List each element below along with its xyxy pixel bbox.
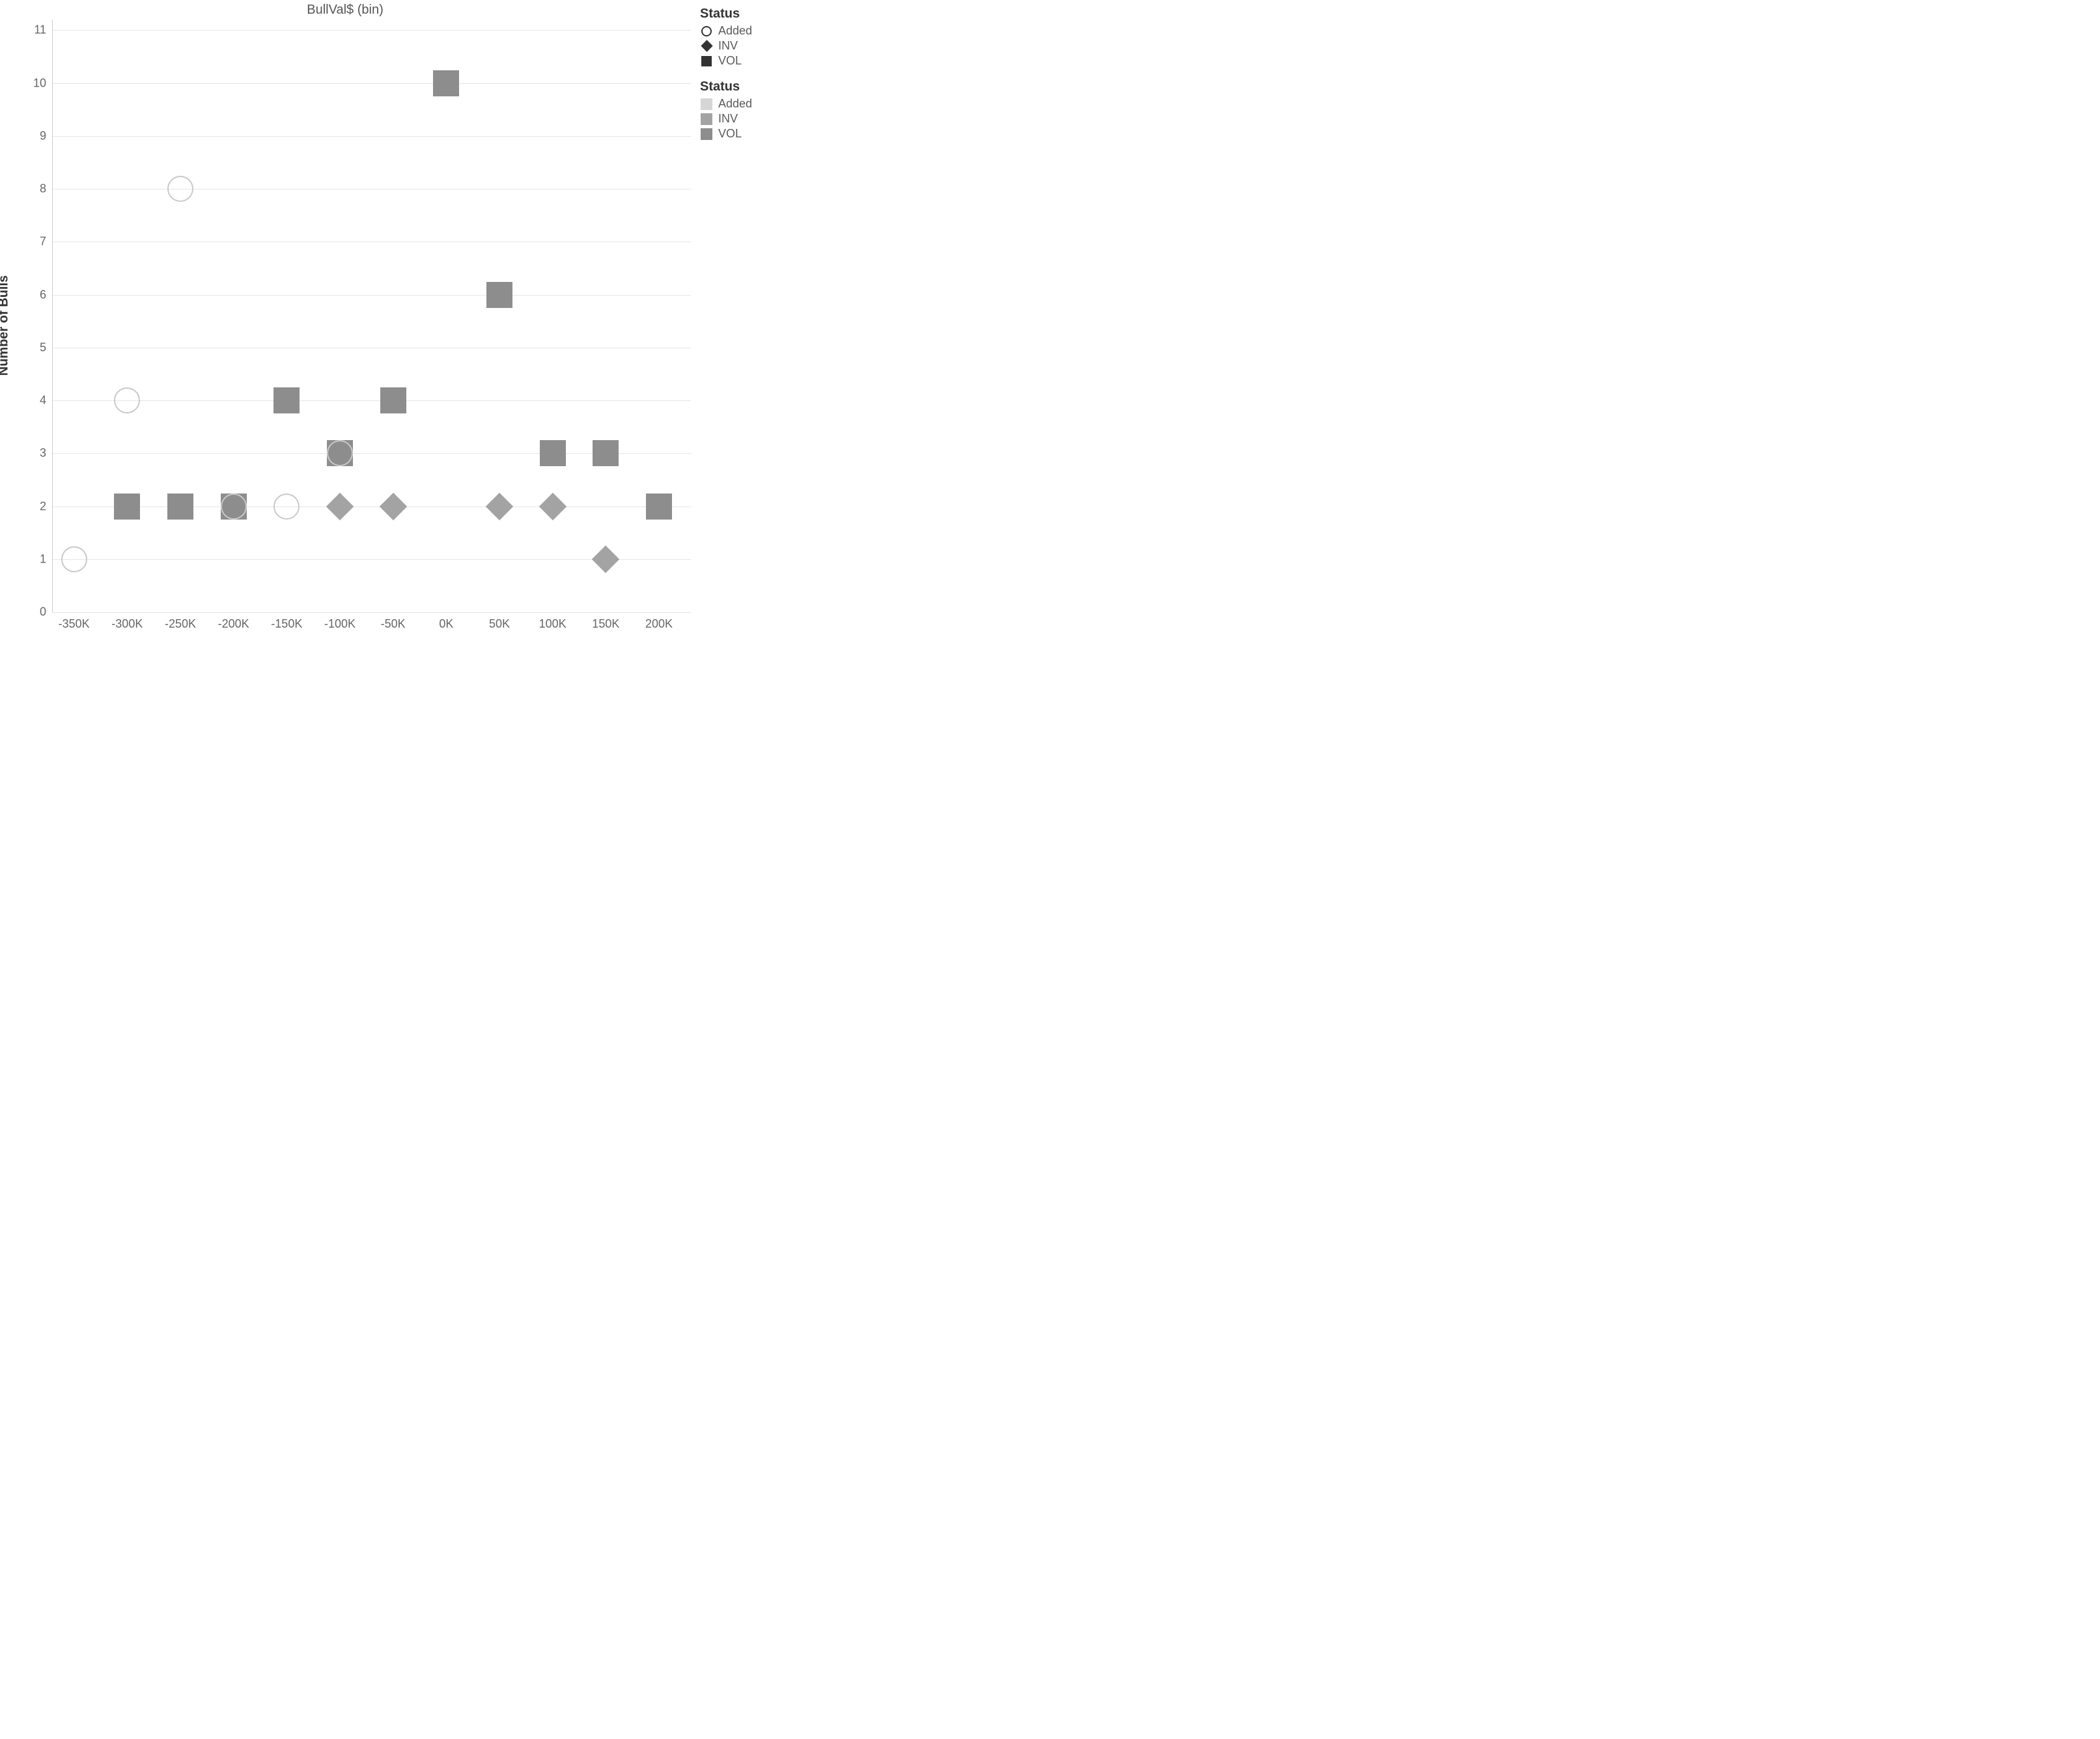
legend-shape-item[interactable]: Added [700,24,785,38]
data-point-added[interactable] [273,494,300,520]
legend-color-item[interactable]: INV [700,112,785,126]
x-tick-label: -100K [324,612,356,631]
data-point-vol[interactable] [167,494,193,520]
legend-item-label: Added [718,97,752,111]
y-tick-label: 8 [40,182,53,196]
data-point-vol[interactable] [114,494,140,520]
data-point-inv[interactable] [539,492,566,520]
color-swatch-icon [700,128,713,141]
y-tick-label: 0 [40,605,53,619]
y-tick-label: 1 [40,552,53,566]
data-point-added[interactable] [167,176,193,202]
x-tick-label: -50K [381,612,406,631]
legend-item-label: INV [718,112,738,126]
x-tick-label: -300K [111,612,143,631]
chart-title: BullVal$ (bin) [0,3,690,18]
gridline-h [53,83,691,84]
x-tick-label: -350K [59,612,90,631]
y-tick-label: 11 [34,23,53,37]
data-point-vol[interactable] [646,494,672,520]
gridline-h [53,136,691,137]
y-tick-label: 4 [40,394,53,408]
data-point-inv[interactable] [379,492,406,520]
plot-area: 01234567891011-350K-300K-250K-200K-150K-… [52,20,691,613]
legend-shape-block: Status AddedINVVOL [700,7,785,68]
legend-shape-item[interactable]: INV [700,39,785,53]
legend-shape-title: Status [700,7,785,21]
x-tick-label: -200K [218,612,249,631]
y-axis-title: Number of Bulls [0,275,12,376]
x-tick-label: 0K [439,612,453,631]
gridline-h [53,295,691,296]
legend: Status AddedINVVOL Status AddedINVVOL [700,7,785,142]
diamond-icon [700,40,713,53]
data-point-vol[interactable] [433,70,459,96]
x-tick-label: 100K [539,612,567,631]
data-point-vol[interactable] [380,387,406,413]
y-tick-label: 5 [40,341,53,354]
legend-item-label: VOL [718,54,742,68]
circle-icon [700,25,713,38]
data-point-vol[interactable] [540,440,566,466]
data-point-added[interactable] [327,440,353,466]
legend-color-block: Status AddedINVVOL [700,79,785,141]
legend-shape-item[interactable]: VOL [700,54,785,68]
data-point-added[interactable] [114,387,140,413]
y-tick-label: 6 [40,288,53,301]
y-tick-label: 10 [33,76,53,90]
color-swatch-icon [700,98,713,111]
y-tick-label: 2 [40,499,53,513]
data-point-vol[interactable] [486,282,512,308]
legend-color-item[interactable]: VOL [700,127,785,141]
y-tick-label: 7 [40,235,53,249]
gridline-h [53,400,691,401]
data-point-inv[interactable] [486,492,513,520]
legend-item-label: Added [718,24,752,38]
y-tick-label: 9 [40,129,53,143]
legend-color-item[interactable]: Added [700,97,785,111]
gridline-h [53,30,691,31]
x-tick-label: 150K [592,612,619,631]
data-point-added[interactable] [61,546,87,572]
data-point-added[interactable] [221,494,247,520]
legend-item-label: INV [718,39,738,53]
color-swatch-icon [700,113,713,126]
x-tick-label: 200K [645,612,673,631]
square-icon [700,55,713,68]
x-tick-label: -150K [271,612,302,631]
data-point-inv[interactable] [326,492,354,520]
data-point-vol[interactable] [273,387,300,413]
chart-container: BullVal$ (bin) Number of Bulls 012345678… [0,0,787,651]
x-tick-label: 50K [489,612,510,631]
legend-item-label: VOL [718,127,742,141]
data-point-inv[interactable] [592,546,619,573]
y-tick-label: 3 [40,447,53,460]
data-point-vol[interactable] [593,440,619,466]
x-tick-label: -250K [165,612,196,631]
legend-color-title: Status [700,79,785,94]
